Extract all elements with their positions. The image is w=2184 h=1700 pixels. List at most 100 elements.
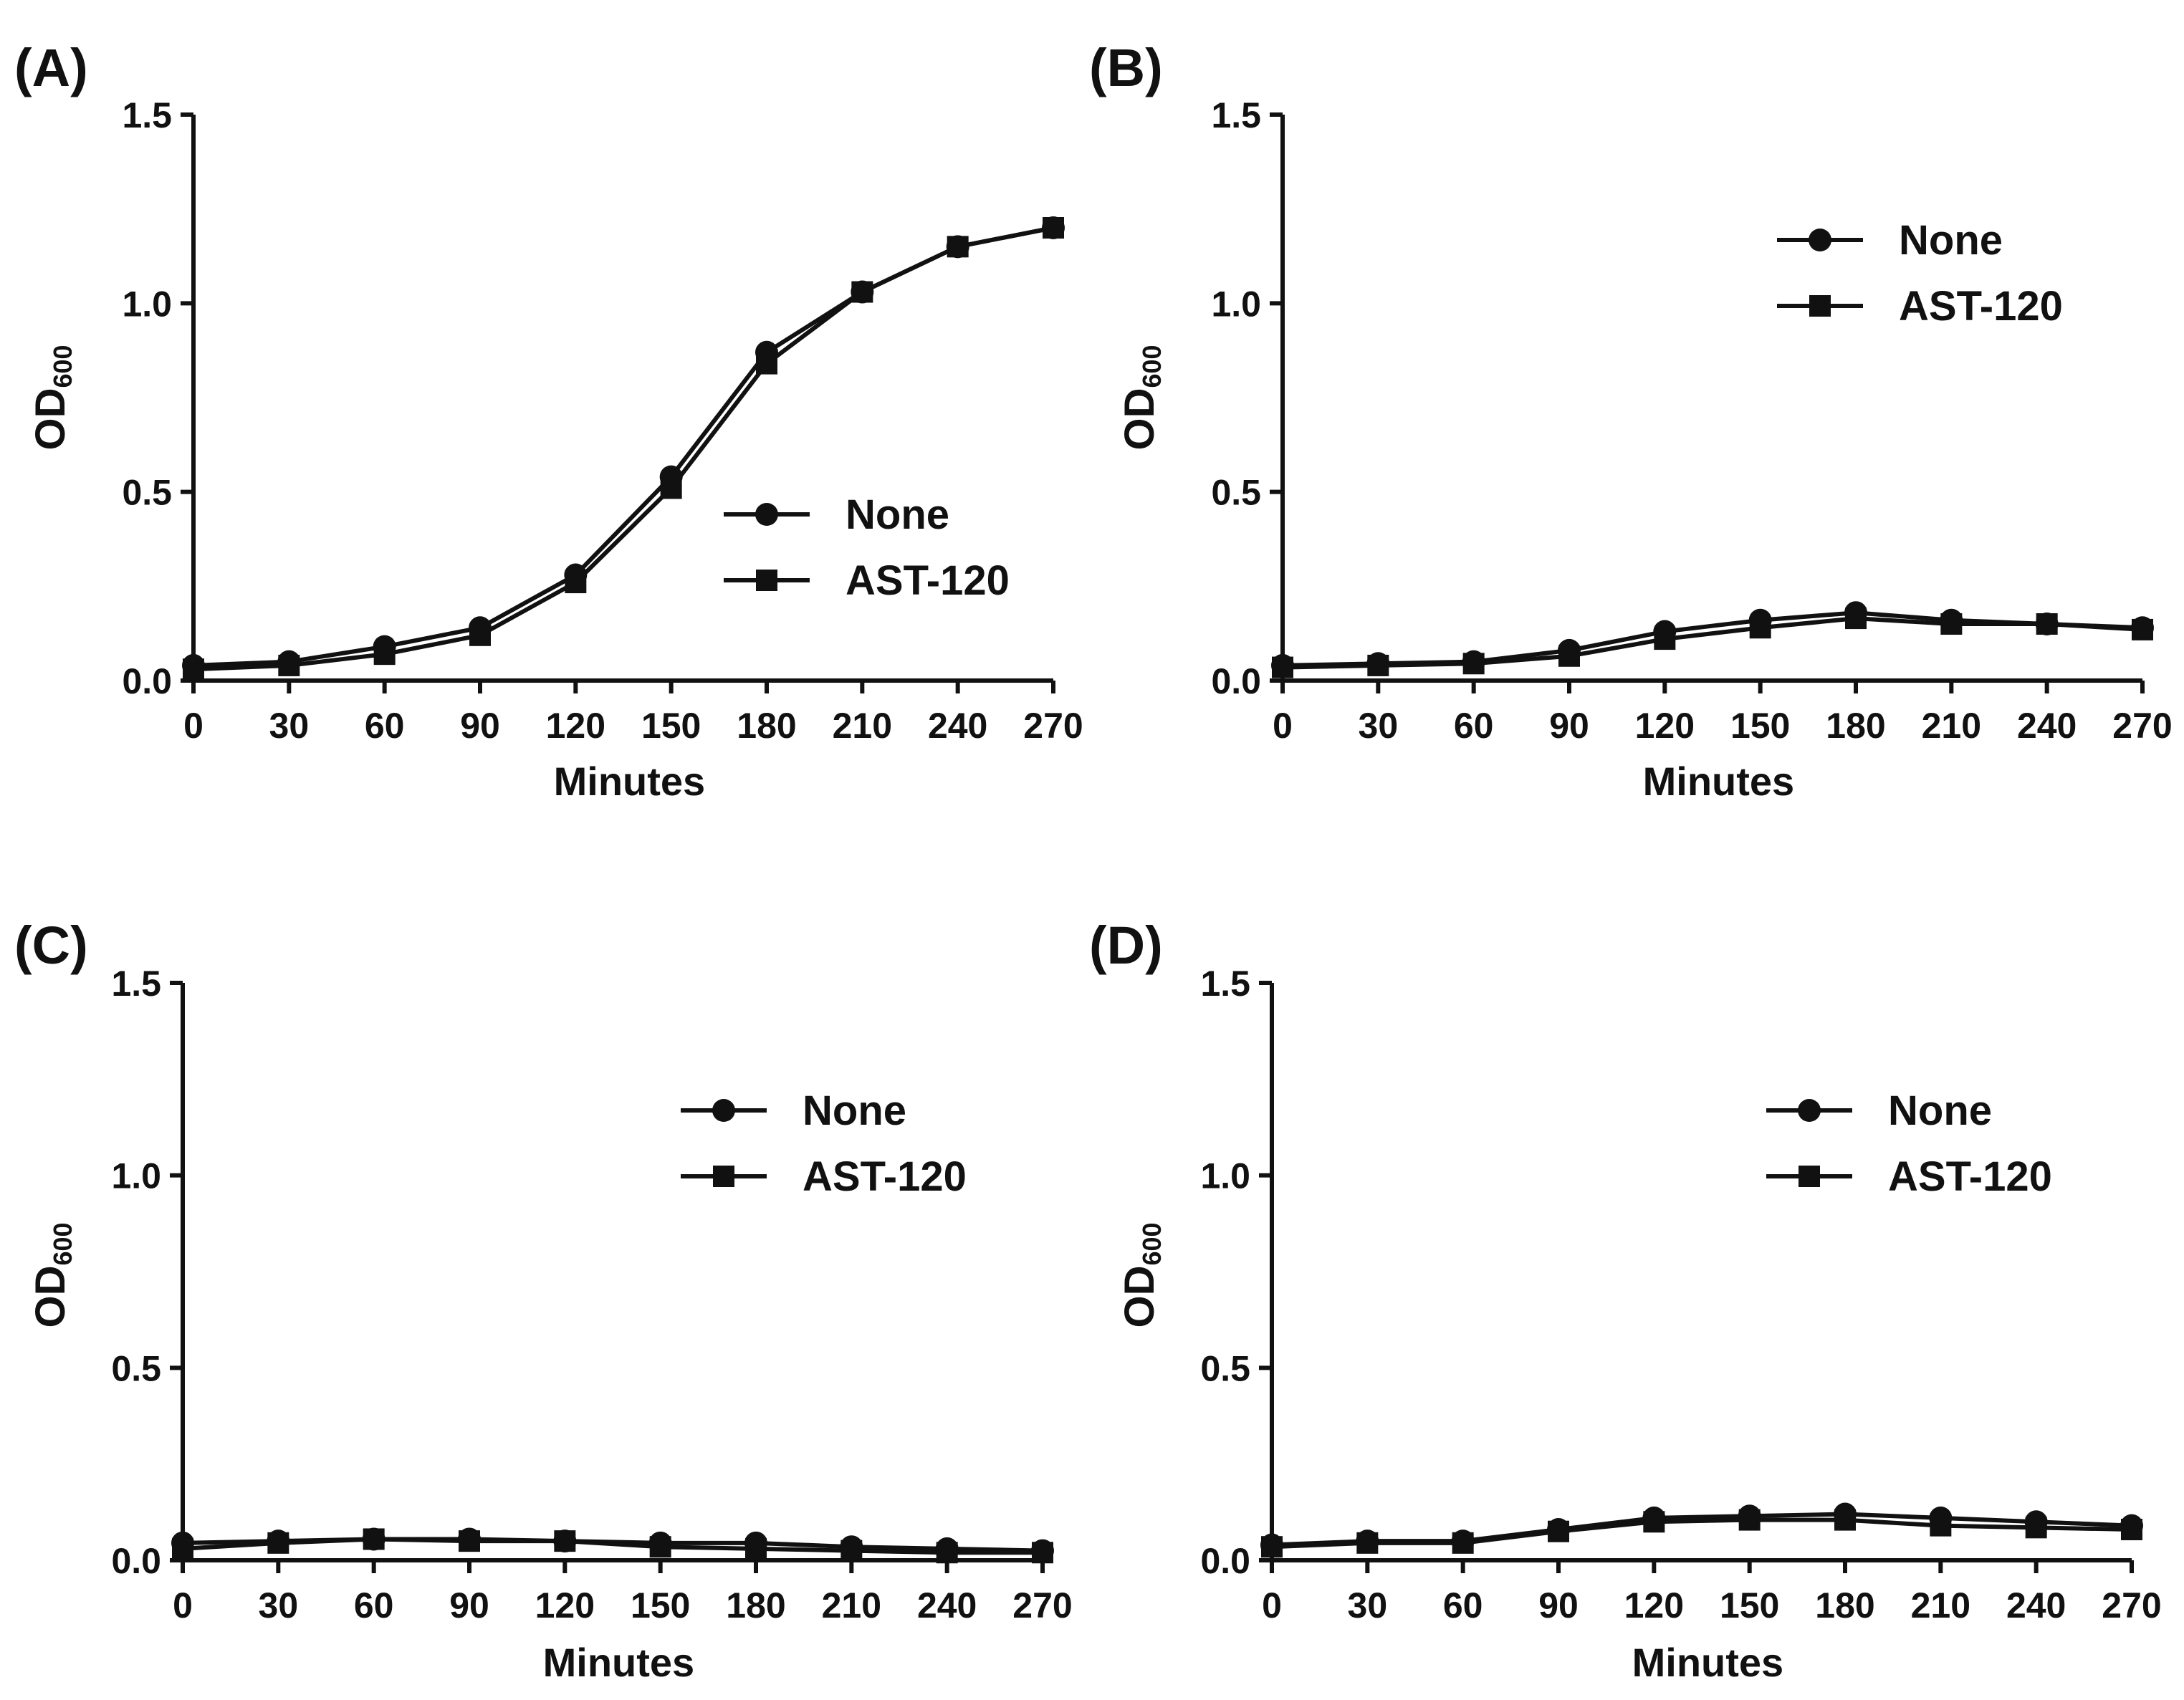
x-tick-label: 240: [917, 1585, 977, 1625]
point-ast120: [373, 643, 396, 666]
y-tick-label: 1.5: [1211, 95, 1261, 135]
x-tick-label: 60: [365, 706, 405, 746]
legend-marker-none: [755, 503, 778, 526]
legend-label-none: None: [846, 491, 949, 538]
panel-label-c: (C): [14, 916, 88, 975]
point-ast120: [1043, 217, 1064, 239]
x-tick-label: 30: [1359, 706, 1399, 746]
x-axis-title: Minutes: [543, 1640, 695, 1685]
point-ast120: [363, 1528, 385, 1550]
point-ast120: [2036, 613, 2058, 635]
x-tick-label: 30: [1348, 1585, 1388, 1625]
x-tick-label: 270: [1023, 706, 1083, 746]
point-ast120: [2025, 1517, 2047, 1539]
x-tick-label: 150: [641, 706, 701, 746]
point-ast120: [1032, 1542, 1053, 1564]
legend-marker-ast120: [1799, 1166, 1820, 1187]
x-tick-label: 270: [1012, 1585, 1072, 1625]
x-tick-label: 60: [1454, 706, 1494, 746]
point-ast120: [1452, 1532, 1474, 1554]
point-ast120: [851, 281, 873, 303]
y-axis-title-sub: 600: [1137, 345, 1167, 388]
y-tick-label: 0.0: [111, 1541, 161, 1581]
point-ast120: [1940, 613, 1963, 635]
point-ast120: [756, 352, 777, 375]
x-tick-label: 60: [354, 1585, 394, 1625]
x-tick-label: 180: [726, 1585, 785, 1625]
point-ast120: [1643, 1511, 1665, 1533]
point-ast120: [1261, 1536, 1283, 1558]
legend: None AST-120: [1766, 1087, 2052, 1200]
x-tick-label: 90: [1538, 1585, 1579, 1625]
x-tick-label: 210: [1922, 706, 1981, 746]
y-tick-label: 1.0: [111, 1156, 161, 1196]
x-tick-label: 90: [460, 706, 500, 746]
x-tick-label: 270: [2112, 706, 2172, 746]
y-tick-label: 1.5: [111, 964, 161, 1004]
x-tick-label: 90: [1549, 706, 1589, 746]
y-axis-title-main: OD: [27, 1266, 74, 1328]
series-line-ast120: [1271, 1517, 2132, 1550]
point-ast120: [936, 1542, 958, 1564]
y-tick-label: 0.0: [1200, 1541, 1250, 1581]
y-tick-label: 0.0: [122, 661, 172, 701]
y-tick-label: 0.0: [1211, 661, 1261, 701]
x-tick-label: 120: [546, 706, 605, 746]
y-tick-label: 1.5: [122, 95, 172, 135]
y-tick-label: 1.0: [122, 284, 172, 324]
point-ast120: [649, 1536, 671, 1558]
legend: None AST-120: [681, 1087, 967, 1200]
point-ast120: [267, 1532, 289, 1554]
point-ast120: [1272, 656, 1293, 678]
y-axis-title-main: OD: [1116, 1266, 1163, 1328]
series-line-ast120: [1282, 616, 2143, 670]
x-tick-label: 30: [269, 706, 310, 746]
x-tick-label: 150: [631, 1585, 690, 1625]
y-axis-title: OD600: [1116, 345, 1167, 450]
panel-label-b: (B): [1089, 38, 1163, 97]
x-tick-label: 150: [1720, 1585, 1779, 1625]
point-ast120: [1558, 645, 1580, 667]
panel-label-a: (A): [14, 38, 88, 97]
y-axis-title-main: OD: [27, 388, 74, 451]
legend-label-ast120: AST-120: [846, 557, 1010, 604]
x-tick-label: 120: [535, 1585, 595, 1625]
x-tick-label: 210: [822, 1585, 881, 1625]
x-tick-label: 0: [1262, 1585, 1282, 1625]
point-ast120: [1834, 1509, 1856, 1531]
point-ast120: [1548, 1520, 1569, 1542]
x-tick-label: 0: [1273, 706, 1293, 746]
legend-label-none: None: [1899, 217, 2003, 264]
point-ast120: [2121, 1519, 2142, 1541]
x-tick-label: 210: [833, 706, 892, 746]
x-tick-label: 210: [1911, 1585, 1970, 1625]
panel-d: (D) 0.0 0.5 1.0 1.5 0 30 60 90 120 150 180 210 240 270…: [1089, 916, 2162, 1685]
x-tick-label: 180: [737, 706, 796, 746]
x-tick-label: 0: [183, 706, 203, 746]
y-tick-label: 0.5: [122, 473, 172, 513]
legend-label-none: None: [1888, 1087, 1992, 1134]
point-ast120: [1749, 617, 1771, 639]
legend: None AST-120: [724, 491, 1010, 604]
point-ast120: [469, 624, 491, 646]
x-tick-label: 240: [2017, 706, 2077, 746]
panel-a: (A) 0.0 0.5 1.0 1.5 0 30 60 90 120 150 180 210 240 270…: [14, 38, 1083, 804]
x-tick-label: 0: [173, 1585, 193, 1625]
panel-b: (B) 0.0 0.5 1.0 1.5 0 30 60 90 120 150 180 210 240 270…: [1089, 38, 2173, 804]
x-tick-label: 180: [1826, 706, 1885, 746]
legend-label-ast120: AST-120: [1899, 283, 2063, 330]
point-ast120: [840, 1540, 863, 1562]
y-axis-title-sub: 600: [48, 1222, 77, 1265]
legend-marker-none: [1798, 1099, 1821, 1122]
point-ast120: [459, 1530, 480, 1552]
legend-marker-none: [712, 1099, 735, 1122]
y-tick-label: 1.0: [1200, 1156, 1250, 1196]
y-axis-title-main: OD: [1116, 388, 1163, 451]
x-tick-label: 90: [449, 1585, 489, 1625]
x-tick-label: 180: [1815, 1585, 1874, 1625]
x-tick-label: 60: [1443, 1585, 1483, 1625]
x-axis-title: Minutes: [1632, 1640, 1784, 1685]
legend-label-none: None: [803, 1087, 906, 1134]
